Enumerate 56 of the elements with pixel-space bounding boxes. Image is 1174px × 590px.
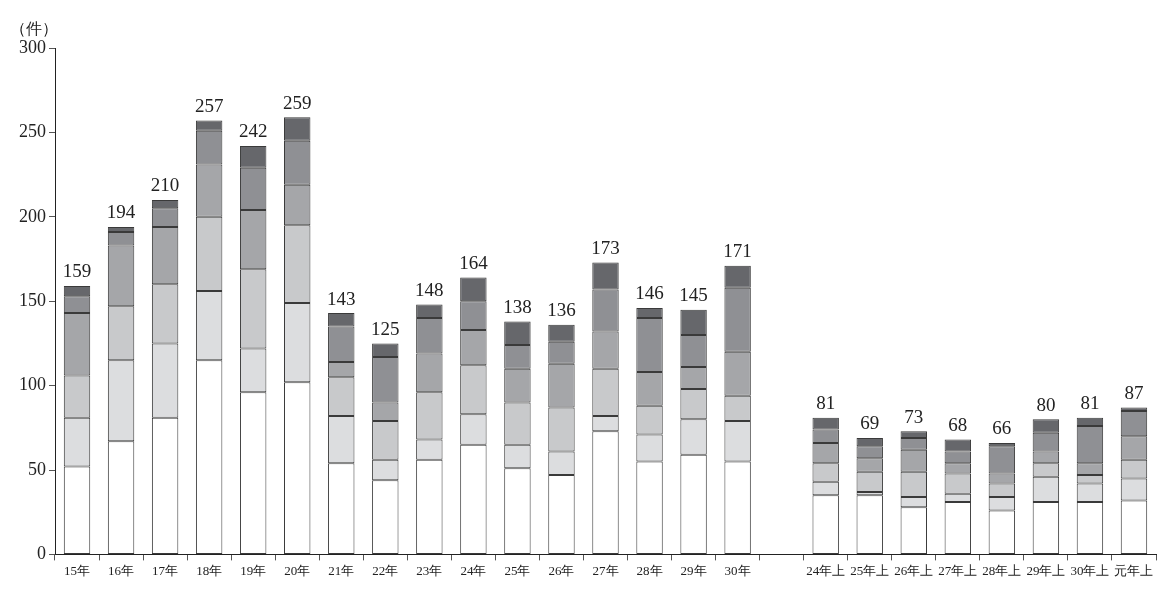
x-tick-label: 26年 bbox=[548, 562, 575, 578]
y-tick-label: 300 bbox=[19, 36, 46, 57]
x-tick-label: 26年上 bbox=[894, 562, 934, 578]
x-tick-label: 15年 bbox=[64, 562, 91, 578]
total-label: 194 bbox=[106, 201, 136, 223]
total-label: 148 bbox=[415, 279, 444, 301]
total-label: 81 bbox=[1080, 392, 1100, 414]
x-tick-label: 18年 bbox=[196, 562, 223, 578]
total-label: 159 bbox=[62, 260, 92, 282]
x-tick-label: 21年 bbox=[328, 562, 355, 578]
total-label: 68 bbox=[948, 414, 968, 436]
total-label: 81 bbox=[816, 392, 836, 414]
x-tick-label: 24年 bbox=[460, 562, 487, 578]
total-label: 146 bbox=[635, 282, 664, 304]
x-tick-label: 元年上 bbox=[1114, 562, 1154, 578]
total-label: 259 bbox=[282, 91, 312, 113]
x-tick-label: 30年 bbox=[724, 562, 751, 578]
total-label: 210 bbox=[150, 174, 180, 196]
x-tick-label: 28年 bbox=[636, 562, 663, 578]
x-tick-label: 29年上 bbox=[1026, 562, 1066, 578]
y-axis-title: （件） bbox=[10, 20, 58, 38]
x-tick-label: 23年 bbox=[416, 562, 443, 578]
total-label: 143 bbox=[327, 287, 356, 309]
x-tick-label: 25年 bbox=[504, 562, 531, 578]
y-tick-label: 150 bbox=[19, 289, 46, 310]
total-label: 145 bbox=[679, 284, 708, 306]
x-tick-label: 17年 bbox=[152, 562, 179, 578]
y-tick-label: 0 bbox=[37, 543, 46, 564]
x-tick-label: 28年上 bbox=[982, 562, 1022, 578]
total-label: 87 bbox=[1124, 382, 1144, 404]
y-tick-label: 250 bbox=[19, 121, 46, 142]
x-tick-label: 27年 bbox=[592, 562, 619, 578]
x-tick-label: 25年上 bbox=[850, 562, 890, 578]
x-tick-label: 24年上 bbox=[806, 562, 846, 578]
y-tick-label: 50 bbox=[28, 458, 46, 479]
y-tick-label: 200 bbox=[19, 205, 46, 226]
total-label: 69 bbox=[860, 412, 880, 434]
total-label: 80 bbox=[1036, 393, 1056, 415]
total-label: 257 bbox=[194, 95, 224, 117]
x-tick-label: 19年 bbox=[240, 562, 267, 578]
total-label: 136 bbox=[547, 299, 576, 321]
total-label: 242 bbox=[238, 120, 268, 142]
total-label: 171 bbox=[723, 240, 752, 262]
total-label: 125 bbox=[371, 317, 400, 339]
total-label: 66 bbox=[992, 417, 1012, 439]
x-tick-label: 27年上 bbox=[938, 562, 978, 578]
x-tick-label: 20年 bbox=[284, 562, 311, 578]
x-tick-label: 30年上 bbox=[1070, 562, 1110, 578]
total-label: 164 bbox=[459, 252, 489, 274]
total-label: 138 bbox=[503, 295, 532, 317]
y-tick-label: 100 bbox=[19, 374, 46, 395]
total-label: 173 bbox=[591, 236, 620, 258]
x-tick-label: 16年 bbox=[108, 562, 135, 578]
x-tick-label: 29年 bbox=[680, 562, 707, 578]
total-label: 73 bbox=[904, 405, 924, 427]
x-tick-label: 22年 bbox=[372, 562, 399, 578]
